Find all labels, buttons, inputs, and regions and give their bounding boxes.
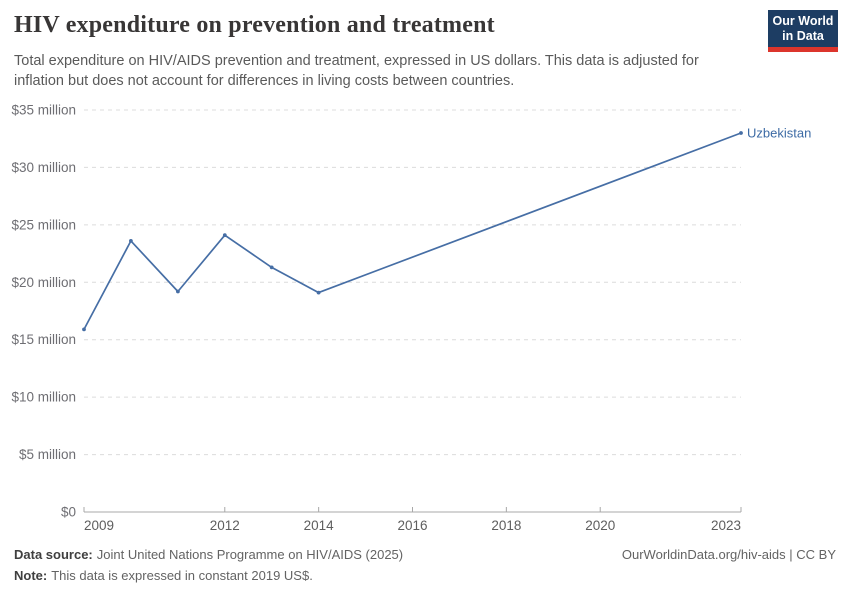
note-value: This data is expressed in constant 2019 … (51, 568, 313, 583)
x-tick-label: 2020 (585, 518, 615, 533)
x-tick-label: 2018 (491, 518, 521, 533)
chart-subtitle: Total expenditure on HIV/AIDS prevention… (14, 53, 699, 89)
owid-logo-line2: in Data (782, 28, 824, 43)
data-point-marker[interactable] (129, 239, 133, 243)
note-label: Note: (14, 568, 48, 583)
y-tick-label: $20 million (11, 275, 76, 290)
series-line[interactable] (83, 132, 742, 331)
owid-logo-line1: Our World (772, 13, 834, 28)
series-uzbekistan[interactable]: Uzbekistan (82, 125, 811, 332)
data-point-marker[interactable] (739, 131, 743, 135)
y-tick-label: $30 million (11, 160, 76, 175)
footer-note-line: Note: This data is expressed in constant … (14, 568, 313, 583)
entity-label[interactable]: Uzbekistan (747, 125, 811, 140)
footer-source-line: Data source: Joint United Nations Program… (14, 547, 403, 562)
y-tick-label: $0 (61, 505, 76, 520)
data-point-marker[interactable] (316, 290, 321, 295)
data-point-marker[interactable] (176, 289, 180, 294)
y-tick-label: $35 million (11, 103, 76, 118)
data-source-label: Data source: (14, 547, 93, 562)
x-tick-label: 2012 (210, 518, 240, 533)
data-point-marker[interactable] (269, 265, 274, 270)
x-axis: 2009 2012 2014 2016 2018 2020 2023 (83, 507, 742, 533)
data-point-marker[interactable] (82, 327, 86, 332)
owid-logo[interactable]: Our World in Data (768, 10, 838, 52)
x-tick-label: 2009 (84, 518, 114, 533)
y-tick-label: $10 million (11, 390, 76, 405)
x-tick-label: 2016 (397, 518, 427, 533)
x-tick-label: 2014 (304, 518, 335, 533)
data-source-value: Joint United Nations Programme on HIV/AI… (96, 547, 404, 562)
gridlines (84, 109, 741, 456)
page-title: HIV expenditure on prevention and treatm… (14, 12, 495, 38)
y-tick-label: $25 million (11, 217, 76, 232)
y-tick-label: $5 million (19, 447, 76, 462)
y-tick-label: $15 million (11, 332, 76, 347)
data-point-marker[interactable] (222, 233, 227, 238)
y-axis-labels: $0 $5 million $10 million $15 million $20 mi… (11, 103, 76, 520)
footer-attribution-link[interactable]: OurWorldinData.org/hiv-aids | CC BY (621, 547, 836, 562)
x-tick-label: 2023 (711, 518, 741, 533)
